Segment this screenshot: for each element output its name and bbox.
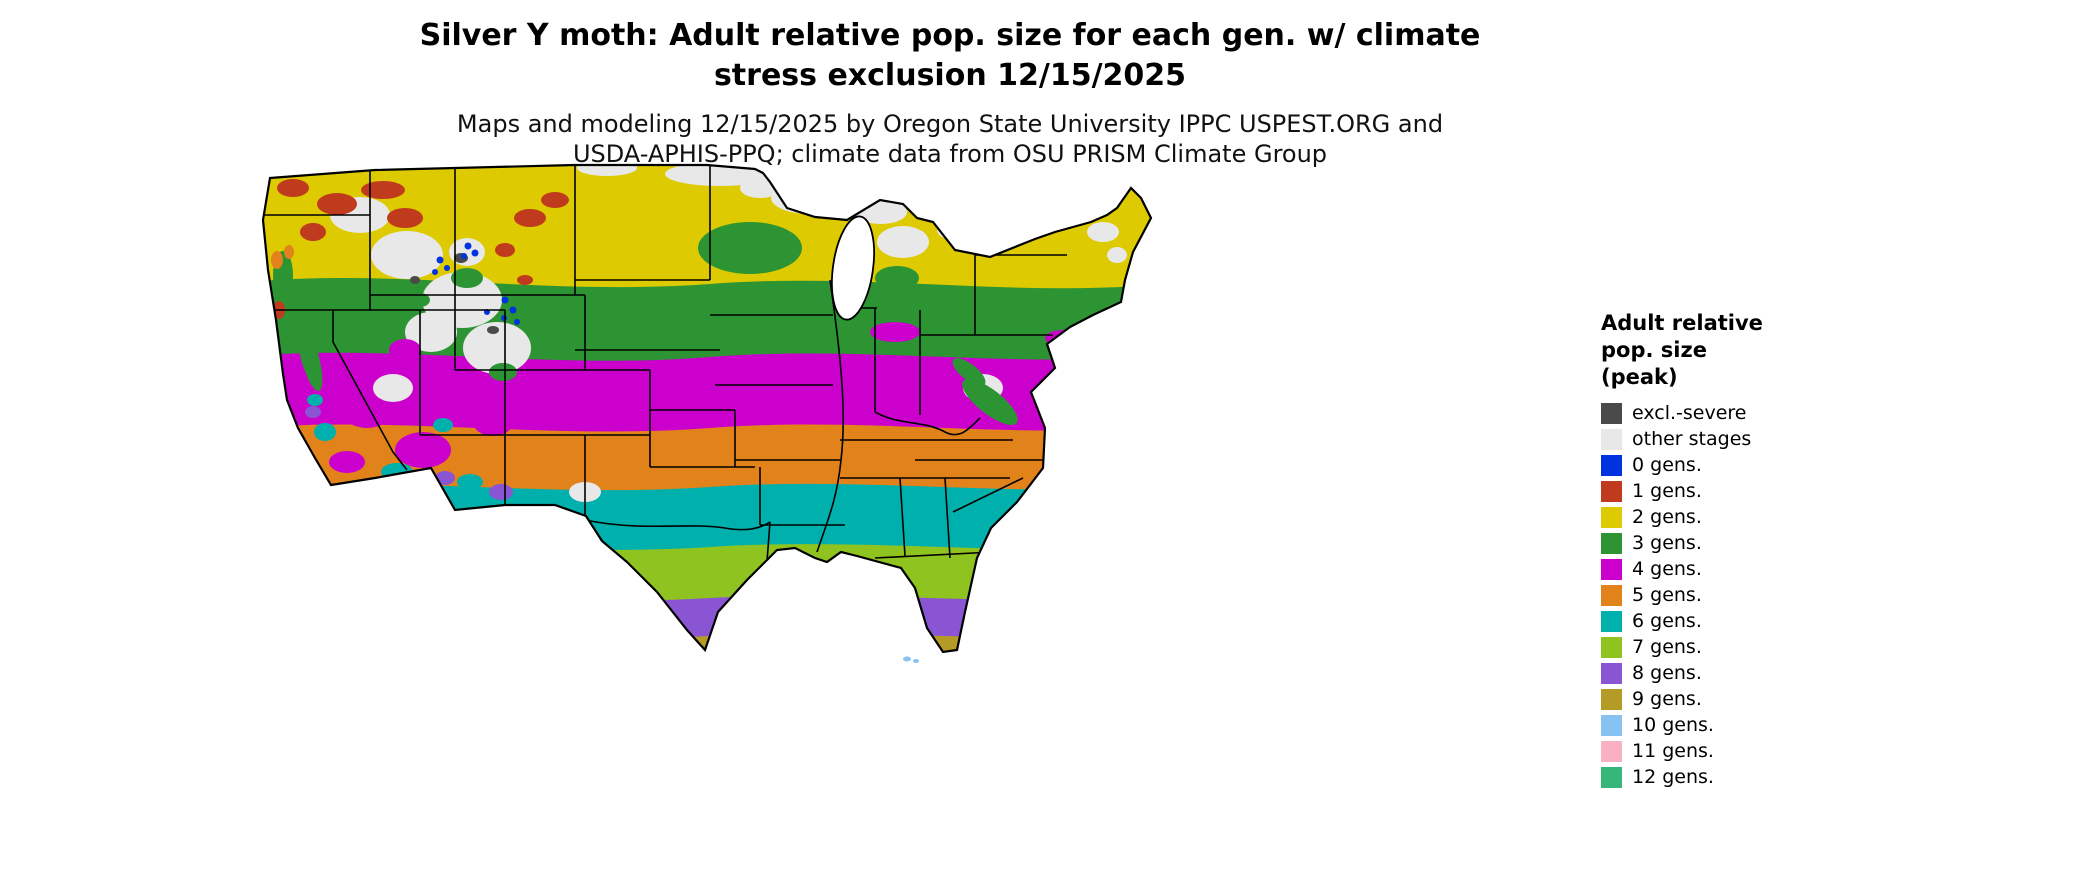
- mottle-10-gens: [903, 656, 919, 663]
- legend-item-label: 5 gens.: [1632, 584, 1702, 607]
- legend-swatch: [1601, 636, 1622, 658]
- legend-item: 7 gens.: [1601, 636, 1831, 659]
- legend-swatch: [1601, 454, 1622, 476]
- legend-item: 0 gens.: [1601, 454, 1831, 477]
- legend-item: 12 gens.: [1601, 766, 1831, 789]
- legend-swatch: [1601, 584, 1622, 606]
- mottle-excl-severe: [410, 253, 499, 334]
- legend-item-label: 4 gens.: [1632, 558, 1702, 581]
- legend-item: 8 gens.: [1601, 662, 1831, 685]
- legend-item: 5 gens.: [1601, 584, 1831, 607]
- mottle-4-gens: [286, 322, 1081, 473]
- legend-swatch: [1601, 740, 1622, 762]
- legend-item-label: 10 gens.: [1632, 714, 1714, 737]
- lake-michigan: [831, 215, 875, 321]
- legend-swatch: [1601, 688, 1622, 710]
- legend-item: 1 gens.: [1601, 480, 1831, 503]
- mottle-3-gens: [273, 222, 1018, 425]
- legend-item-label: other stages: [1632, 428, 1752, 451]
- legend-swatch: [1601, 532, 1622, 554]
- legend-swatch: [1601, 480, 1622, 502]
- map-header: Silver Y moth: Adult relative pop. size …: [0, 16, 1900, 169]
- legend-title: Adult relative pop. size (peak): [1601, 311, 1763, 389]
- band-8-gens: [263, 595, 1151, 652]
- map-title: Silver Y moth: Adult relative pop. size …: [419, 18, 1481, 93]
- legend-item-label: 11 gens.: [1632, 740, 1714, 763]
- legend-item-label: 2 gens.: [1632, 506, 1702, 529]
- legend-swatch: [1601, 610, 1622, 632]
- us-map: [261, 163, 1153, 663]
- legend-item: excl.-severe: [1601, 402, 1831, 425]
- legend-swatch: [1601, 714, 1622, 736]
- legend-item-label: 1 gens.: [1632, 480, 1702, 503]
- legend-item-label: 12 gens.: [1632, 766, 1714, 789]
- legend-item: 6 gens.: [1601, 610, 1831, 633]
- legend-swatch: [1601, 662, 1622, 684]
- legend-swatch: [1601, 506, 1622, 528]
- map-subtitle: Maps and modeling 12/15/2025 by Oregon S…: [456, 110, 1444, 169]
- legend-item-label: 3 gens.: [1632, 532, 1702, 555]
- legend-item: 10 gens.: [1601, 714, 1831, 737]
- mottle-5-gens: [271, 245, 294, 269]
- band-9-gens: [263, 633, 1151, 652]
- legend-swatch: [1601, 402, 1622, 424]
- legend-item-label: excl.-severe: [1632, 402, 1747, 425]
- legend-item-label: 7 gens.: [1632, 636, 1702, 659]
- legend-item: 2 gens.: [1601, 506, 1831, 529]
- mottle-0-gens: [432, 242, 520, 325]
- legend: Adult relative pop. size (peak) excl.-se…: [1601, 310, 1831, 793]
- legend-item: 11 gens.: [1601, 740, 1831, 763]
- legend-swatch: [1601, 428, 1622, 450]
- legend-item-label: 0 gens.: [1632, 454, 1702, 477]
- legend-swatch: [1601, 558, 1622, 580]
- legend-item-label: 6 gens.: [1632, 610, 1702, 633]
- legend-item: 3 gens.: [1601, 532, 1831, 555]
- legend-item-label: 8 gens.: [1632, 662, 1702, 685]
- legend-item: 4 gens.: [1601, 558, 1831, 581]
- legend-item: 9 gens.: [1601, 688, 1831, 711]
- legend-item: other stages: [1601, 428, 1831, 451]
- legend-swatch: [1601, 766, 1622, 788]
- legend-item-label: 9 gens.: [1632, 688, 1702, 711]
